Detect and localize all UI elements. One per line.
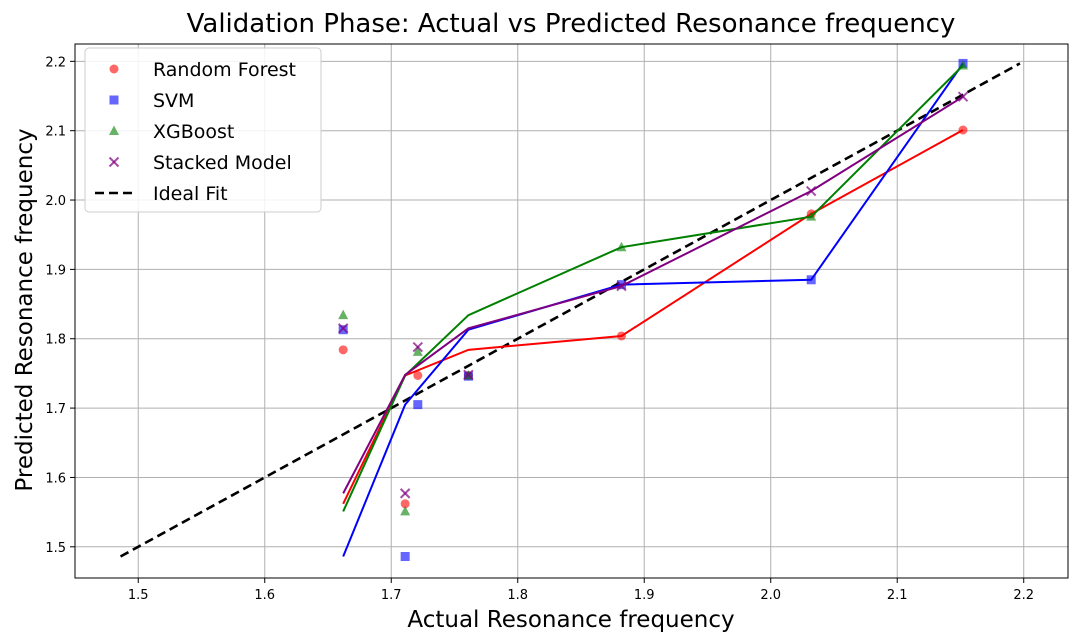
- x-tick-label: 2.1: [887, 588, 908, 603]
- legend-marker-random-forest: [109, 64, 119, 74]
- x-marker-stroke: [957, 91, 969, 102]
- x-tick-label: 1.5: [128, 588, 149, 603]
- svm-point: [806, 275, 816, 285]
- chart-title: Validation Phase: Actual vs Predicted Re…: [187, 9, 956, 39]
- xgboost-point: [616, 241, 627, 252]
- ideal-fit-line: [119, 62, 1021, 558]
- legend-label-stacked-model: Stacked Model: [153, 152, 292, 174]
- xgboost-point: [412, 346, 423, 356]
- svm-point: [400, 552, 410, 562]
- y-tick-label: 1.6: [45, 471, 66, 486]
- x-tick-label: 1.6: [254, 588, 275, 603]
- legend-label-svm: SVM: [153, 90, 194, 112]
- stacked-model-point: [399, 488, 411, 499]
- series-stacked-model: [337, 91, 969, 499]
- legend-label-xgboost: XGBoost: [153, 121, 234, 143]
- stacked-model-point: [412, 341, 424, 353]
- y-tick-label: 1.9: [45, 263, 66, 278]
- x-marker-stroke: [108, 156, 120, 168]
- x-tick-label: 1.9: [634, 588, 655, 603]
- xgboost-point: [338, 309, 349, 320]
- x-marker-stroke: [337, 323, 349, 334]
- random-forest-point: [958, 125, 968, 135]
- random-forest-point: [413, 370, 423, 380]
- random-forest-point: [616, 331, 626, 341]
- x-tick-label: 2.0: [760, 588, 781, 603]
- xgboost-trend-line: [342, 64, 964, 512]
- stacked-model-point: [957, 91, 969, 102]
- plot-area-frame: [74, 43, 1069, 579]
- stacked-model-trend-line: [342, 95, 964, 494]
- y-tick-label: 1.7: [45, 402, 66, 417]
- legend-box: [84, 47, 322, 213]
- legend-marker-svm: [109, 95, 119, 105]
- stacked-model-point: [616, 280, 627, 292]
- stacked-model-point: [806, 185, 817, 197]
- legend-label-ideal-fit: Ideal Fit: [153, 183, 228, 205]
- x-tick-label: 2.2: [1013, 588, 1034, 603]
- x-marker-stroke: [399, 488, 411, 499]
- series-layer: [337, 58, 969, 562]
- y-tick-label: 2.1: [45, 125, 66, 140]
- x-marker-stroke: [463, 369, 474, 381]
- grid: [75, 44, 1068, 578]
- stacked-model-point: [463, 369, 474, 381]
- ticks: 1.5 1.6 1.7 1.8 1.9 2.0 2.1 2.2 1.5 1.6 1.7 1.8 1.9 2…: [45, 55, 1034, 603]
- random-forest-point: [338, 345, 348, 355]
- legend-marker-xgboost: [109, 125, 119, 135]
- x-marker-stroke: [806, 185, 817, 197]
- x-marker-stroke: [412, 341, 424, 353]
- xgboost-point: [958, 59, 969, 70]
- random-forest-point: [400, 499, 410, 509]
- svm-point: [413, 400, 423, 410]
- y-tick-label: 1.8: [45, 333, 66, 348]
- xgboost-point: [400, 505, 411, 516]
- xgboost-point: [806, 211, 817, 221]
- y-tick-label: 2.0: [45, 194, 66, 209]
- x-marker-stroke: [616, 280, 627, 292]
- stacked-model-point: [337, 323, 349, 334]
- legend: Random Forest SVM XGBoost Stacked Model Idea…: [84, 47, 322, 213]
- y-tick-label: 2.2: [45, 55, 66, 70]
- ideal-fit-layer: [119, 62, 1021, 558]
- legend-entries: Random Forest SVM XGBoost Stacked Model Idea…: [95, 59, 296, 205]
- legend-marker-stacked-model: [108, 156, 120, 168]
- y-axis-title: Predicted Resonance frequency: [12, 128, 38, 491]
- x-tick-label: 1.7: [381, 588, 402, 603]
- legend-label-random-forest: Random Forest: [153, 59, 296, 81]
- x-axis-title: Actual Resonance frequency: [407, 607, 734, 633]
- x-tick-label: 1.8: [507, 588, 528, 603]
- y-tick-label: 1.5: [45, 541, 66, 556]
